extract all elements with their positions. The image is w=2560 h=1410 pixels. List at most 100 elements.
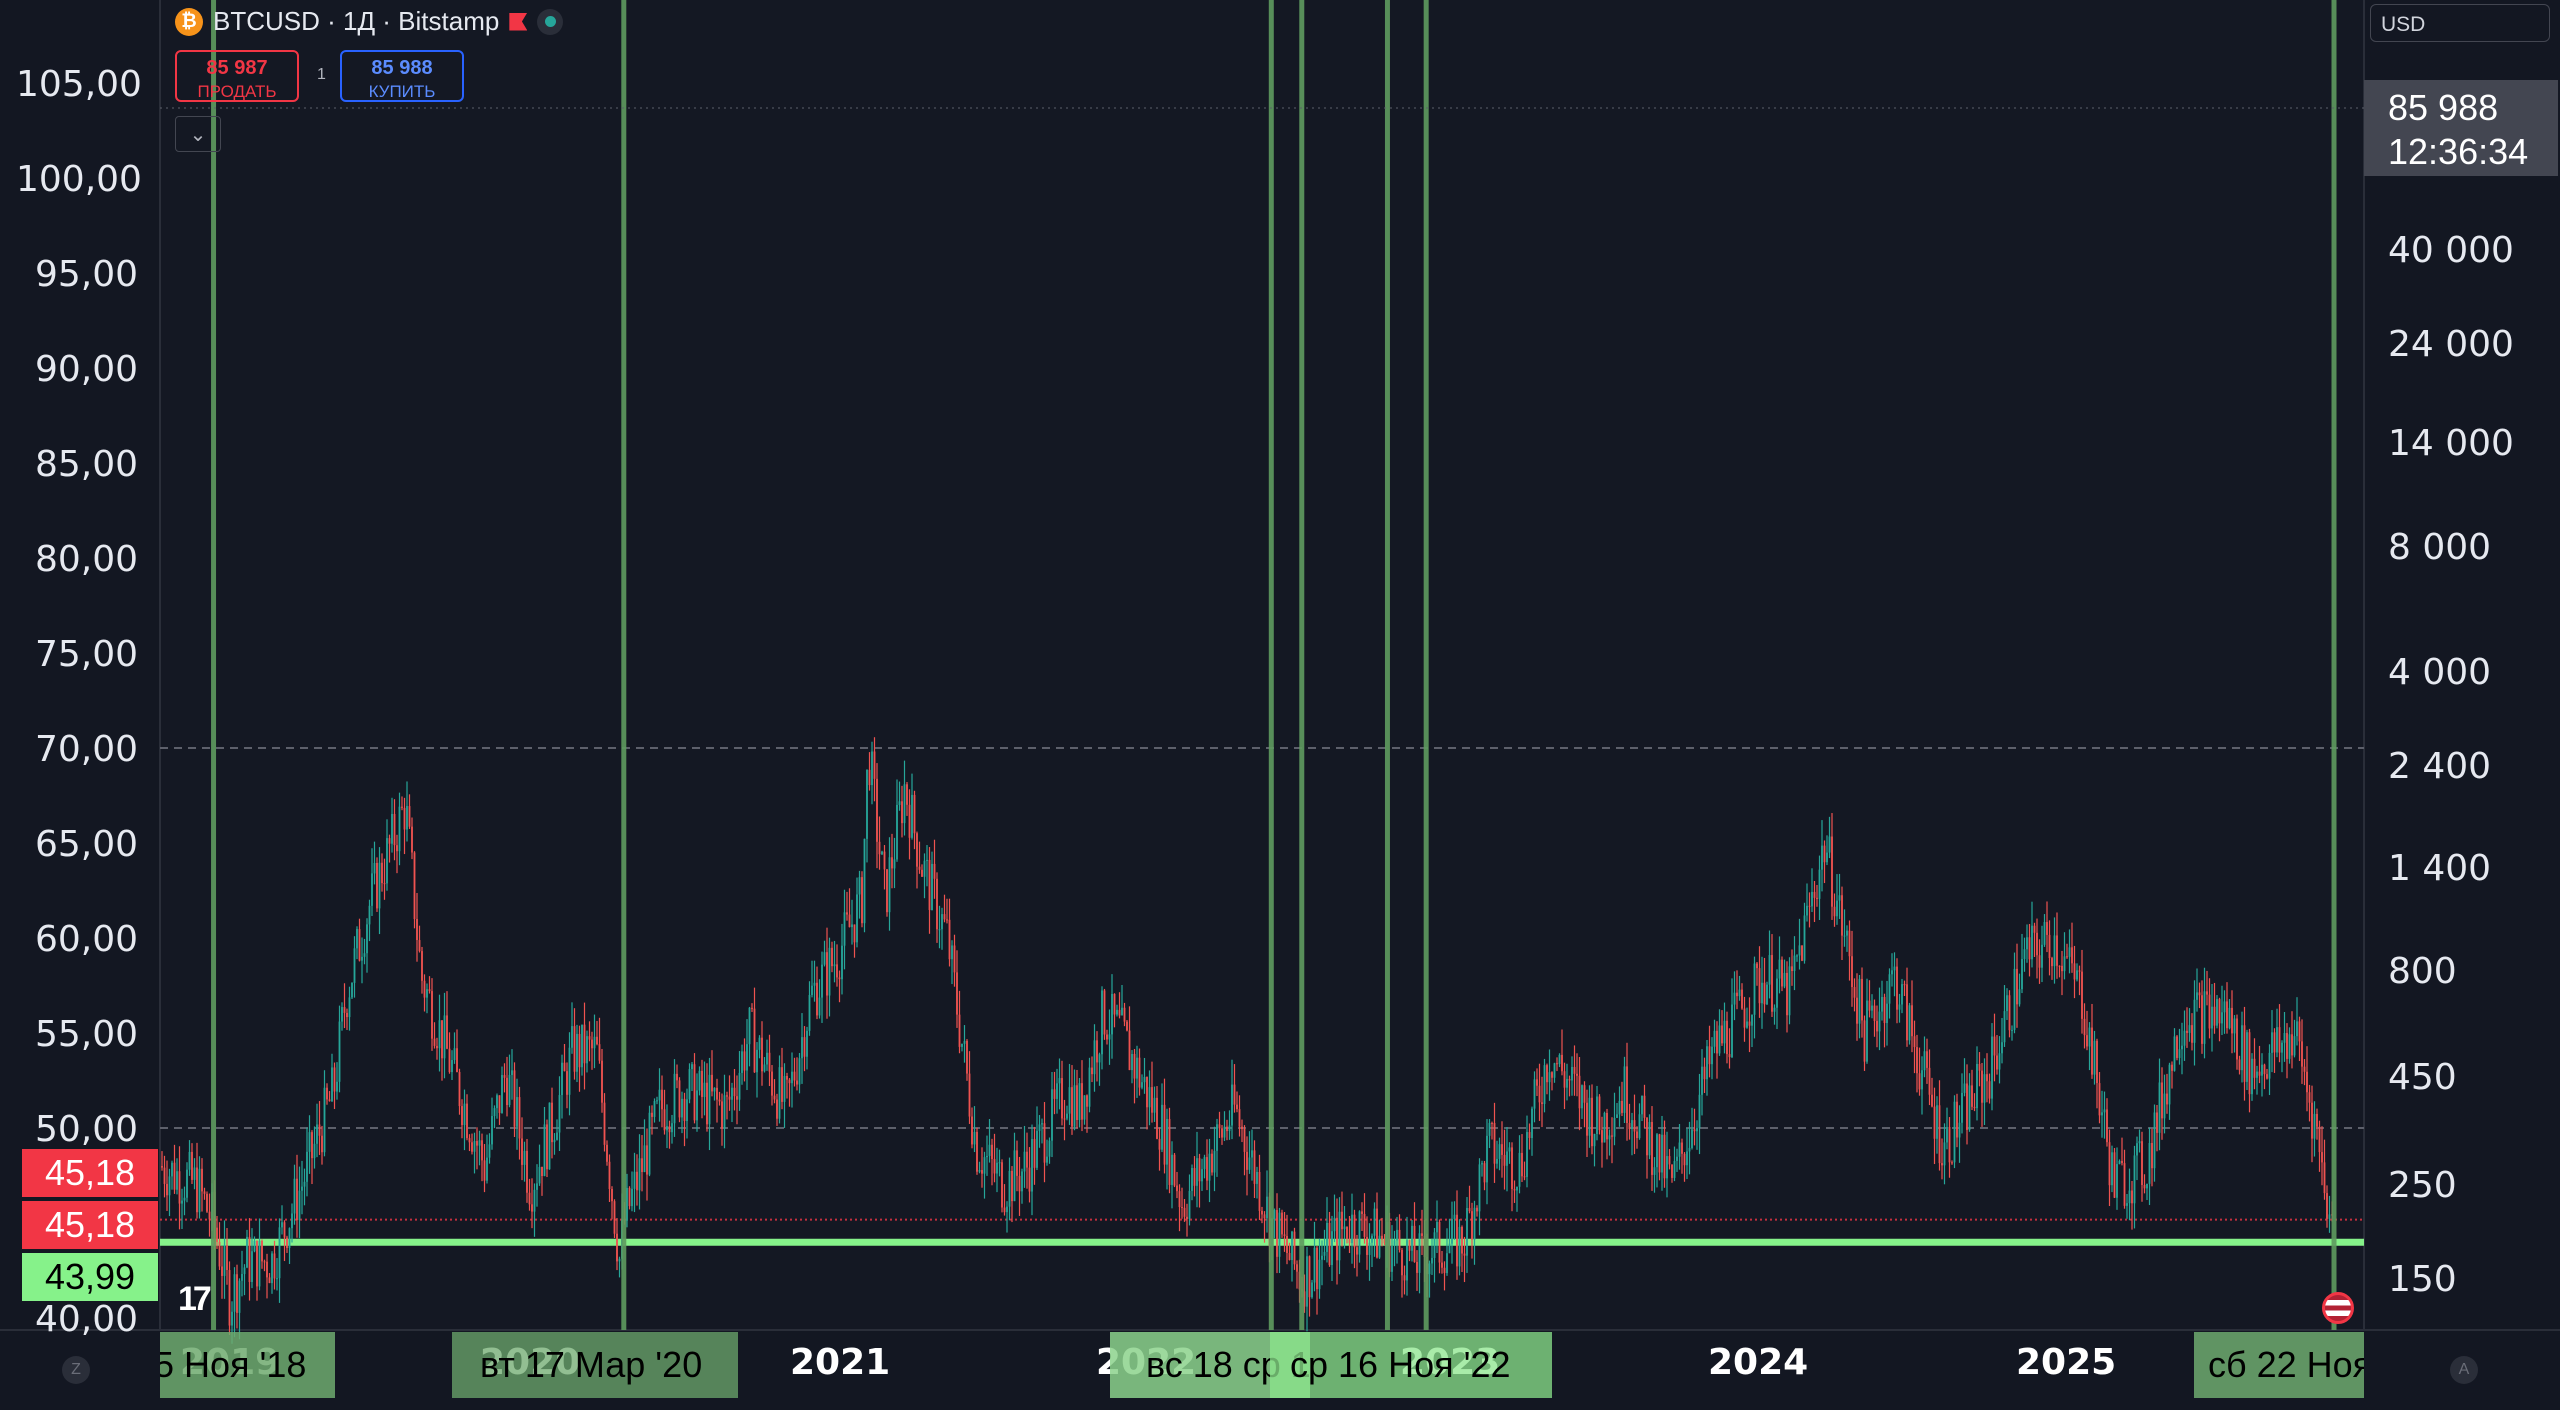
rsi-candle: [798, 1058, 801, 1085]
rsi-candle: [353, 948, 356, 983]
market-status-icon[interactable]: [537, 8, 564, 35]
rsi-candle: [2311, 1102, 2313, 1139]
rsi-candle: [2183, 1030, 2186, 1046]
rsi-candle: [1046, 1156, 1048, 1163]
rsi-candle: [1753, 963, 1756, 1015]
rsi-candle: [1201, 1169, 1203, 1182]
rsi-candle: [1726, 1020, 1728, 1055]
chevron-down-icon[interactable]: ⌄: [175, 116, 221, 152]
rsi-candle: [1923, 1051, 1926, 1071]
right-axis-tick: 2 400: [2388, 746, 2492, 787]
log-scale-toggle-icon[interactable]: Z: [62, 1356, 90, 1384]
rsi-candle: [741, 1051, 743, 1073]
rsi-candle: [2046, 922, 2048, 935]
rsi-candle: [453, 1048, 456, 1061]
rsi-candle: [901, 801, 903, 824]
rsi-candle: [1678, 1142, 1681, 1157]
rsi-candle: [521, 1138, 523, 1165]
rsi-candle: [571, 1026, 573, 1048]
rsi-candle: [333, 1067, 336, 1092]
currency-select[interactable]: USD: [2370, 4, 2550, 42]
rsi-candle: [1216, 1124, 1218, 1151]
symbol-title: BTCUSD · 1Д · Bitstamp: [213, 6, 500, 36]
rsi-candle: [818, 997, 821, 1016]
rsi-candle: [1736, 992, 1738, 997]
rsi-candle: [1061, 1078, 1063, 1119]
rsi-candle: [1293, 1231, 1296, 1265]
rsi-candle: [1093, 1040, 1096, 1075]
left-axis-tick: 95,00: [34, 254, 138, 295]
rsi-candle: [1813, 891, 1816, 898]
rsi-candle: [1728, 1054, 1731, 1058]
symbol-header[interactable]: ₿ BTCUSD · 1Д · Bitstamp: [175, 6, 564, 37]
rsi-candle: [2296, 1021, 2298, 1037]
rsi-candle: [1461, 1226, 1463, 1254]
order-quantity[interactable]: 1: [317, 66, 326, 83]
right-axis-tick: 8 000: [2388, 527, 2492, 568]
rsi-candle: [1691, 1129, 1693, 1148]
rsi-candle: [1573, 1066, 1576, 1074]
rsi-candle: [1828, 836, 1831, 853]
rsi-candle: [2056, 935, 2058, 966]
rsi-candle: [881, 851, 883, 855]
rsi-candle: [1746, 1021, 1748, 1028]
rsi-candle: [863, 838, 866, 924]
rsi-candle: [1566, 1078, 1568, 1088]
rsi-candle: [838, 977, 841, 980]
last-price-badge: 85 988 12:36:34: [2364, 80, 2558, 176]
rsi-candle: [508, 1074, 511, 1106]
rsi-candle: [551, 1102, 553, 1143]
rsi-candle: [656, 1100, 658, 1102]
rsi-candle: [1833, 906, 1836, 917]
rsi-candle: [1963, 1083, 1966, 1093]
rsi-candle: [1198, 1158, 1201, 1182]
rsi-candle: [993, 1159, 996, 1174]
rsi-candle: [1358, 1211, 1361, 1255]
right-axis-tick: 250: [2388, 1165, 2457, 1206]
rsi-candle: [1091, 1067, 1093, 1075]
rsi-candle: [1758, 968, 1761, 1004]
rsi-candle: [2223, 1001, 2226, 1013]
rsi-candle: [1223, 1126, 1226, 1138]
rsi-candle: [1048, 1140, 1051, 1157]
rsi-candle: [563, 1062, 566, 1072]
rsi-candle: [1226, 1126, 1228, 1132]
rsi-candle: [1968, 1085, 1971, 1131]
rsi-candle: [548, 1102, 551, 1170]
rsi-candle: [1983, 1074, 1986, 1103]
rsi-candle: [1001, 1162, 1003, 1208]
rsi-candle: [961, 1043, 963, 1047]
rsi-candle: [728, 1096, 731, 1100]
rsi-candle: [1883, 996, 1886, 1024]
rsi-candle: [373, 862, 376, 874]
left-axis-tick: 60,00: [34, 919, 138, 960]
rsi-candle: [1776, 978, 1778, 1008]
rsi-candle: [666, 1126, 668, 1131]
buy-button[interactable]: 85 988 КУПИТЬ: [340, 50, 464, 102]
us-flag-icon[interactable]: [2322, 1292, 2354, 1324]
rsi-candle: [306, 1151, 308, 1182]
rsi-candle: [278, 1227, 281, 1279]
sell-button[interactable]: 85 987 ПРОДАТЬ: [175, 50, 299, 102]
right-axis-tick: 150: [2388, 1259, 2457, 1300]
auto-scale-toggle-icon[interactable]: A: [2450, 1356, 2478, 1384]
rsi-candle: [423, 980, 426, 998]
rsi-candle: [1698, 1094, 1701, 1129]
rsi-candle: [761, 1037, 763, 1072]
rsi-candle: [1141, 1082, 1143, 1088]
rsi-candle: [2051, 958, 2053, 967]
rsi-candle: [1531, 1108, 1533, 1138]
rsi-candle: [493, 1108, 496, 1117]
plot-area: [160, 0, 2364, 1330]
rsi-candle: [1228, 1125, 1231, 1132]
rsi-candle: [821, 964, 823, 998]
tradingview-logo[interactable]: 17: [178, 1280, 212, 1318]
rsi-candle: [2193, 999, 2196, 1043]
rsi-candle: [1906, 984, 1908, 1041]
rsi-candle: [238, 1280, 241, 1313]
flag-icon[interactable]: [509, 12, 528, 31]
rsi-candle: [556, 1132, 558, 1140]
rsi-candle: [676, 1073, 678, 1081]
rsi-candle: [788, 1079, 791, 1084]
